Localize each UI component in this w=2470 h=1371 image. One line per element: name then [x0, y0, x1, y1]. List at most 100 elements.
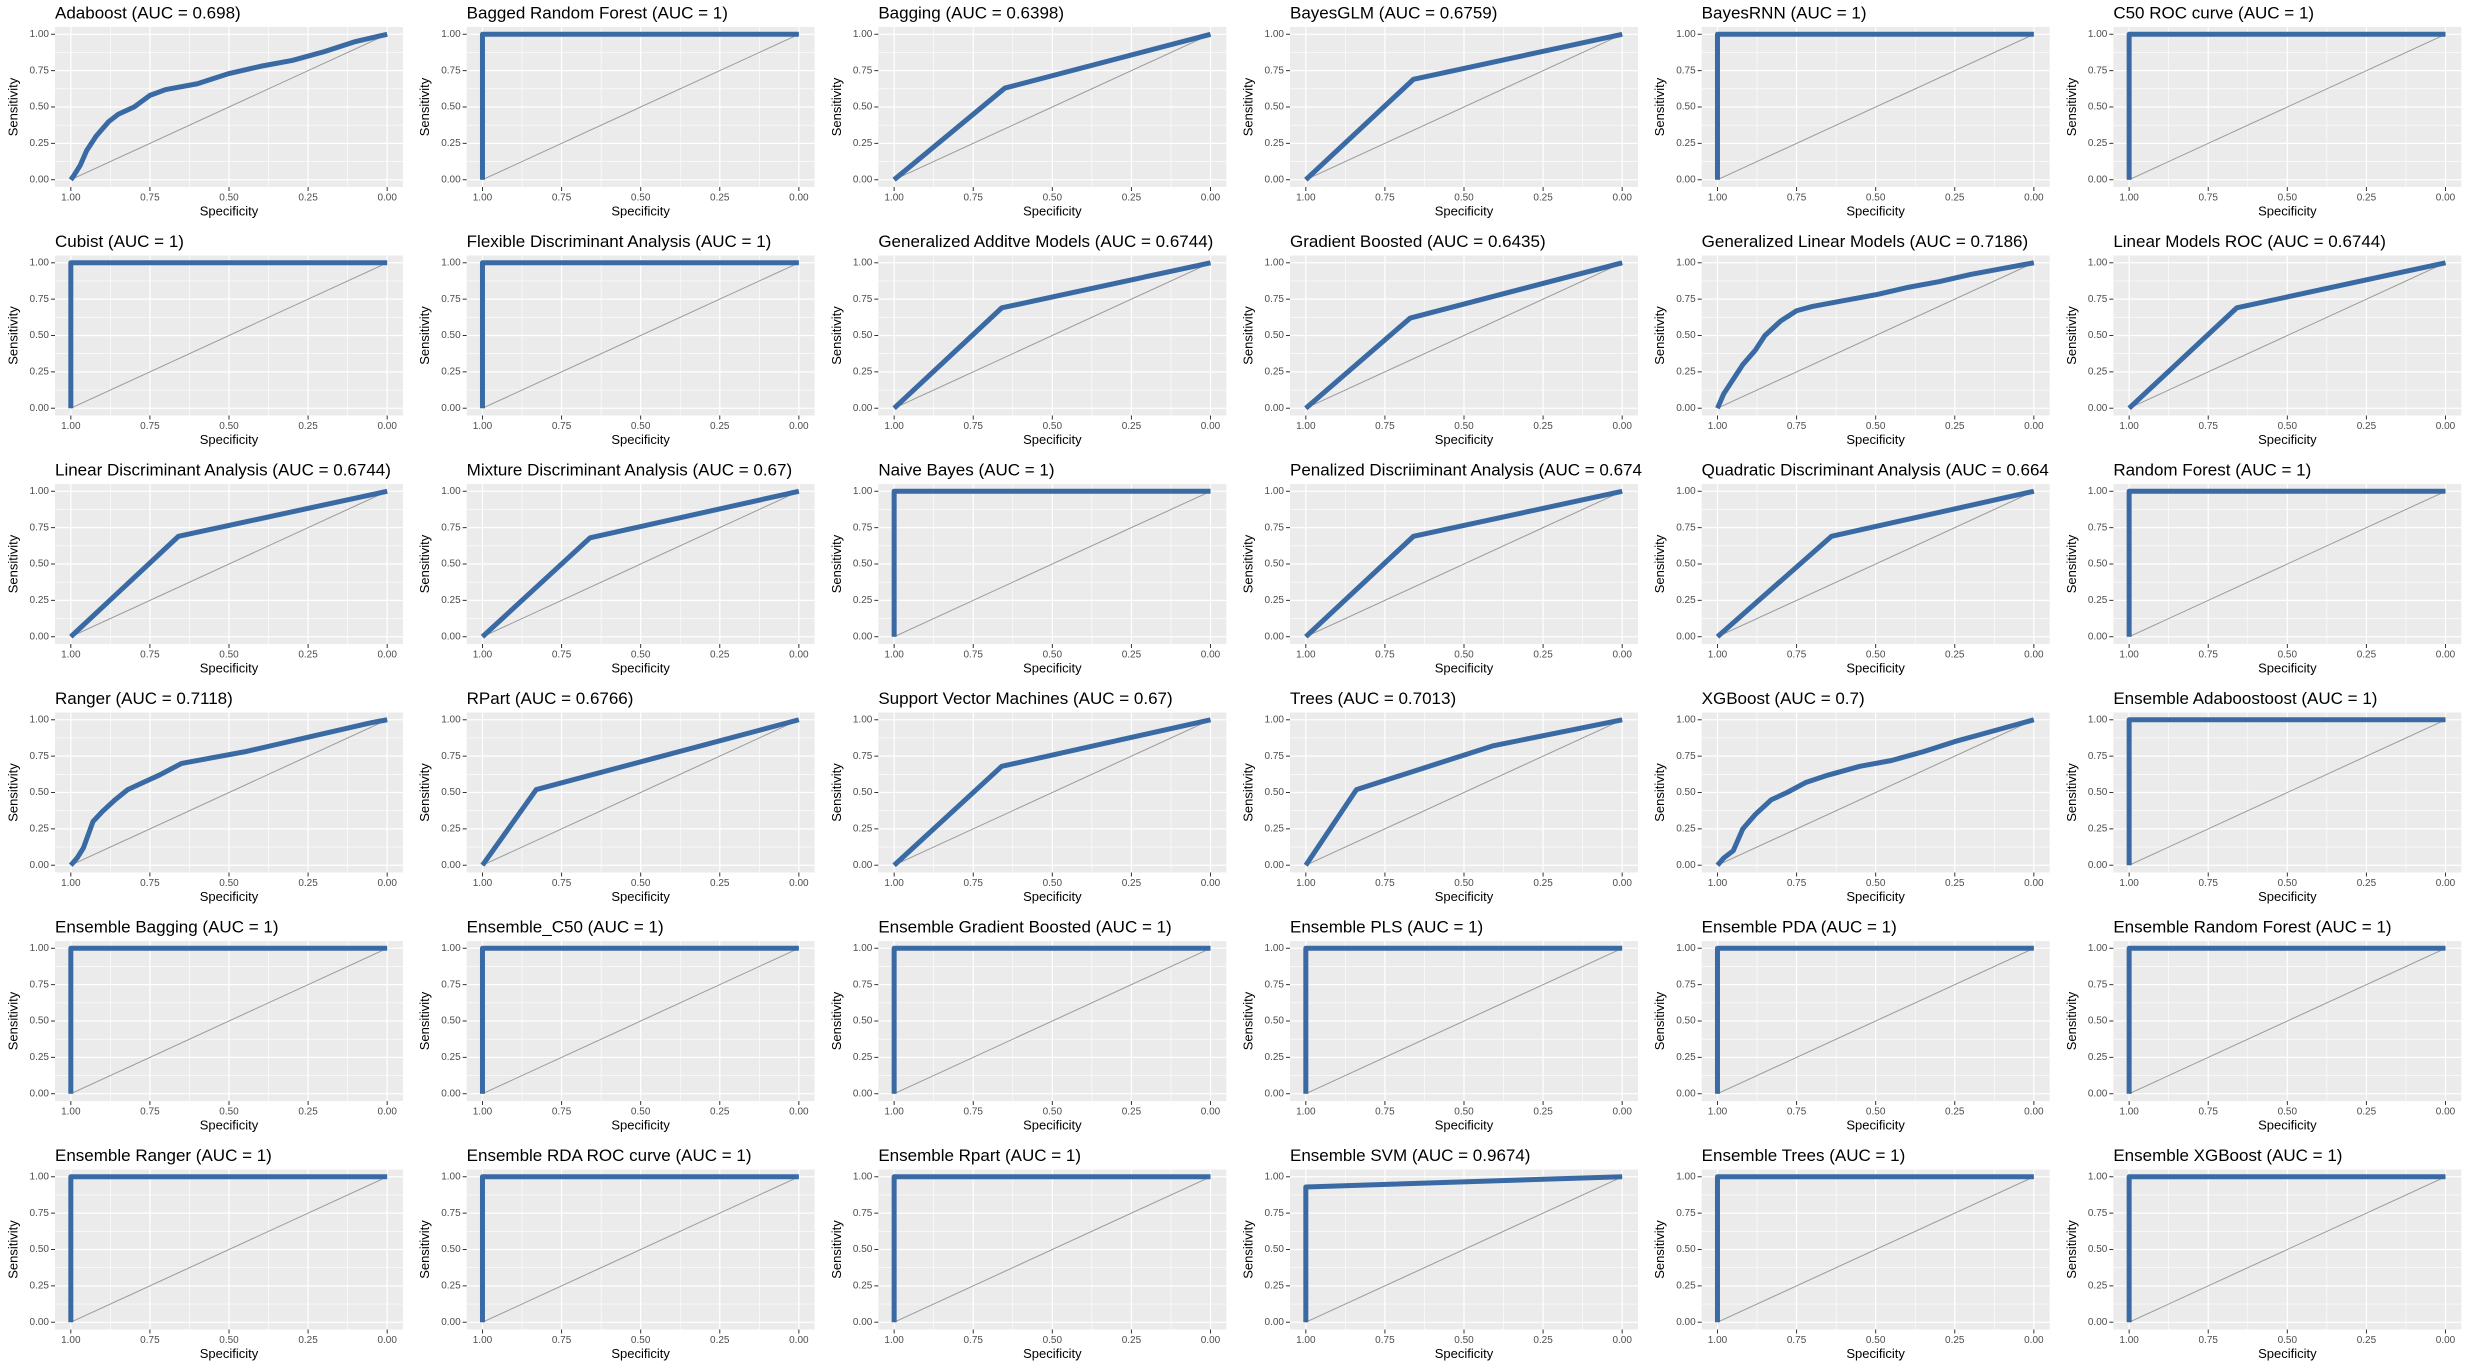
y-tick-label: 0.75	[1676, 979, 1696, 990]
y-tick-label: 0.00	[1265, 860, 1285, 871]
reference-diagonal	[482, 719, 800, 866]
y-tick-label: 0.25	[441, 595, 461, 606]
y-tick-label: 0.50	[1265, 1016, 1285, 1027]
x-axis-title: Specificity	[611, 1346, 670, 1361]
x-tick-label: 1.00	[2119, 421, 2139, 432]
roc-panel: 1.00 0.75 0.50 0.25 0.00 0.00 0.25 0.50 0.75 1.00…	[1652, 3, 2050, 218]
roc-curve	[480, 717, 800, 867]
y-tick-label: 0.25	[1265, 367, 1285, 378]
x-axis-title: Specificity	[1435, 1346, 1494, 1361]
y-tick-label: 0.00	[1265, 1317, 1285, 1328]
reference-diagonal	[1305, 490, 1623, 638]
x-tick-label: 0.75	[1787, 1107, 1807, 1118]
chart-title: Quadratic Discriminant Analysis (AUC = 0…	[1702, 460, 2049, 479]
chart-title: Random Forest (AUC = 1)	[2113, 460, 2311, 479]
x-tick-label: 0.75	[140, 193, 160, 204]
x-tick-label: 0.50	[219, 1107, 239, 1118]
x-axis-title: Specificity	[200, 1117, 259, 1132]
y-axis-title: Sensitivity	[417, 534, 432, 593]
roc-curve	[480, 488, 800, 639]
y-tick-label: 0.00	[853, 860, 873, 871]
y-axis-title: Sensitivity	[5, 306, 20, 365]
roc-panel: 1.00 0.75 0.50 0.25 0.00 0.00 0.25 0.50 0.75 1.00…	[1240, 232, 1638, 447]
x-tick-label: 1.00	[61, 1335, 81, 1346]
x-tick-label: 1.00	[473, 1335, 493, 1346]
roc-panel: 1.00 0.75 0.50 0.25 0.00 0.00 0.25 0.50 0.75 1.00…	[1652, 689, 2050, 904]
x-tick-label: 1.00	[884, 650, 904, 661]
y-tick-label: 0.50	[441, 330, 461, 341]
x-tick-label: 0.25	[1533, 878, 1553, 889]
y-tick-label: 1.00	[853, 257, 873, 268]
reference-diagonal	[482, 262, 800, 409]
x-tick-label: 0.00	[1612, 1107, 1632, 1118]
reference-diagonal	[482, 947, 800, 1095]
y-tick-label: 0.25	[441, 824, 461, 835]
x-tick-label: 0.75	[140, 1107, 160, 1118]
y-tick-label: 0.75	[853, 522, 873, 533]
x-tick-label: 0.50	[2278, 421, 2298, 432]
x-tick-label: 1.00	[473, 421, 493, 432]
x-tick-label: 0.25	[1945, 878, 1965, 889]
roc-panel: 1.00 0.75 0.50 0.25 0.00 0.00 0.25 0.50 0.75 1.00…	[829, 232, 1227, 447]
x-tick-label: 1.00	[473, 1107, 493, 1118]
x-tick-label: 0.50	[1866, 421, 1886, 432]
x-tick-label: 0.00	[789, 650, 809, 661]
x-tick-label: 0.00	[2436, 1335, 2456, 1346]
chart-title: Ensemble SVM (AUC = 0.9674)	[1290, 1146, 1530, 1165]
roc-panel: 1.00 0.75 0.50 0.25 0.00 0.00 0.25 0.50 0.75 1.00…	[2064, 689, 2462, 904]
x-tick-label: 0.00	[2436, 421, 2456, 432]
y-tick-label: 0.25	[30, 595, 50, 606]
x-axis-title: Specificity	[1023, 889, 1082, 904]
y-axis-title: Sensitivity	[1240, 1220, 1255, 1279]
y-tick-label: 0.00	[2088, 860, 2108, 871]
roc-curve	[892, 260, 1212, 411]
y-tick-label: 0.25	[441, 1281, 461, 1292]
y-tick-label: 1.00	[30, 943, 50, 954]
y-axis-title: Sensitivity	[2064, 77, 2079, 136]
x-tick-label: 0.75	[552, 193, 572, 204]
y-tick-label: 0.75	[853, 1208, 873, 1219]
roc-panel: 1.00 0.75 0.50 0.25 0.00 0.00 0.25 0.50 0.75 1.00…	[2064, 3, 2462, 218]
y-tick-label: 0.00	[30, 631, 50, 642]
y-tick-label: 0.75	[30, 1208, 50, 1219]
roc-curve	[68, 31, 388, 182]
y-tick-label: 1.00	[441, 257, 461, 268]
y-axis-title: Sensitivity	[1652, 763, 1667, 822]
y-tick-label: 0.00	[2088, 1088, 2108, 1099]
x-tick-label: 0.00	[377, 878, 397, 889]
x-tick-label: 1.00	[1708, 1335, 1728, 1346]
y-tick-label: 0.75	[853, 979, 873, 990]
y-axis-title: Sensitivity	[417, 306, 432, 365]
y-tick-label: 0.25	[2088, 1052, 2108, 1063]
y-tick-label: 1.00	[2088, 714, 2108, 725]
x-tick-label: 1.00	[61, 650, 81, 661]
x-tick-label: 1.00	[61, 878, 81, 889]
x-tick-label: 0.00	[2024, 1335, 2044, 1346]
y-tick-label: 1.00	[441, 1171, 461, 1182]
y-tick-label: 1.00	[1265, 714, 1285, 725]
x-tick-label: 0.25	[2357, 650, 2377, 661]
y-tick-label: 1.00	[853, 29, 873, 40]
x-tick-label: 0.50	[1866, 878, 1886, 889]
x-axis-title: Specificity	[200, 1346, 259, 1361]
reference-diagonal	[2128, 1176, 2446, 1323]
chart-title: Generalized Linear Models (AUC = 0.7186)	[1702, 232, 2028, 251]
chart-title: Linear Discriminant Analysis (AUC = 0.67…	[55, 460, 391, 479]
reference-diagonal	[1305, 947, 1623, 1095]
y-tick-label: 0.75	[441, 65, 461, 76]
reference-diagonal	[1305, 262, 1623, 409]
y-tick-label: 1.00	[2088, 257, 2108, 268]
y-tick-label: 0.50	[441, 102, 461, 113]
y-tick-label: 0.25	[2088, 595, 2108, 606]
y-tick-label: 0.25	[30, 1281, 50, 1292]
y-tick-label: 0.75	[1265, 294, 1285, 305]
roc-curve	[2127, 260, 2447, 411]
x-tick-label: 0.25	[1122, 878, 1142, 889]
y-tick-label: 0.25	[853, 595, 873, 606]
y-tick-label: 0.75	[1676, 1208, 1696, 1219]
x-tick-label: 0.50	[1043, 421, 1063, 432]
y-tick-label: 0.00	[2088, 174, 2108, 185]
x-tick-label: 0.50	[1866, 1335, 1886, 1346]
y-tick-label: 1.00	[853, 714, 873, 725]
